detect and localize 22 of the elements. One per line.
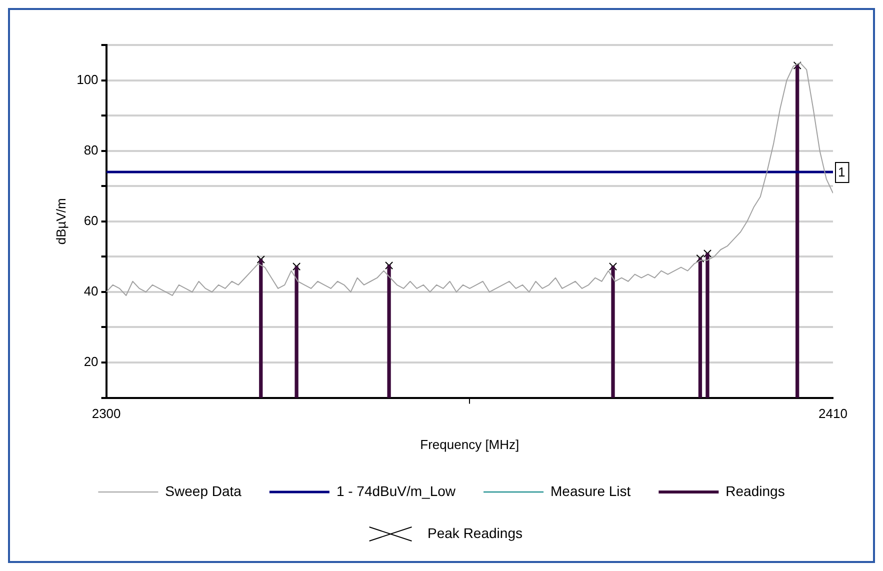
point	[703, 249, 712, 258]
y-tick-label: 40	[84, 284, 98, 299]
annotation: 1	[838, 164, 846, 180]
legend-label: Sweep Data	[165, 482, 242, 499]
y-tick-label: 60	[84, 212, 98, 228]
point	[696, 254, 704, 262]
point	[608, 262, 618, 271]
legend-label: Peak Readings	[428, 524, 522, 541]
legend-label: Measure List	[550, 482, 631, 499]
legend-label: 1 - 74dBuV/m_Low	[336, 482, 456, 499]
legend-label: Readings	[726, 482, 785, 499]
x-tick-label: 2300	[92, 406, 121, 422]
y-tick-label: 20	[84, 354, 98, 370]
point	[385, 261, 394, 270]
y-axis-title: dBµV/m	[53, 198, 68, 245]
x-axis-title: Frequency [MHz]	[420, 436, 520, 452]
y-tick-label: 80	[84, 142, 98, 158]
point	[256, 255, 265, 264]
y-tick-label: 100	[76, 72, 98, 87]
x-tick-label: 2410	[818, 406, 848, 422]
point	[793, 61, 802, 70]
point	[292, 262, 301, 271]
